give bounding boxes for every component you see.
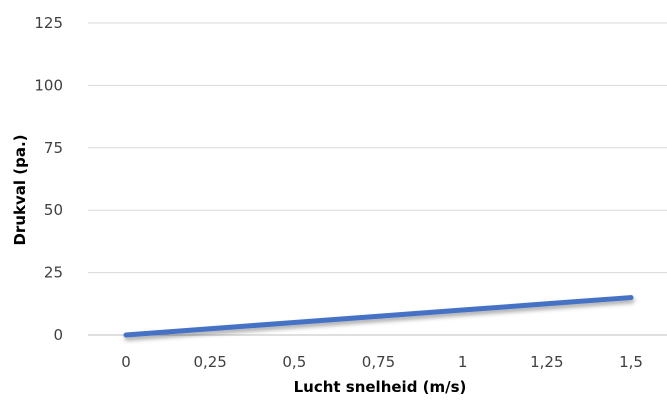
x-axis-ticks: 0 0,25 0,5 0,75 1 1,25 1,5 (121, 353, 643, 371)
x-tick-label: 0 (121, 353, 131, 371)
series-layer (123, 295, 634, 338)
x-tick-label: 0,5 (282, 353, 306, 371)
y-axis-ticks: 0 25 50 75 100 125 (34, 14, 63, 344)
series-line (123, 295, 634, 338)
x-tick-label: 0,75 (362, 353, 395, 371)
y-tick-label: 0 (53, 326, 63, 344)
y-axis-title: Drukval (pa.) (11, 134, 29, 245)
x-tick-label: 0,25 (193, 353, 226, 371)
y-tick-label: 100 (34, 76, 63, 94)
gridlines (88, 22, 667, 336)
y-tick-label: 125 (34, 14, 63, 32)
x-axis-title: Lucht snelheid (m/s) (294, 378, 467, 396)
y-tick-label: 75 (44, 139, 63, 157)
y-tick-label: 50 (44, 201, 63, 219)
y-tick-label: 25 (44, 264, 63, 282)
x-tick-label: 1 (458, 353, 468, 371)
x-tick-label: 1,25 (530, 353, 563, 371)
x-tick-label: 1,5 (619, 353, 643, 371)
